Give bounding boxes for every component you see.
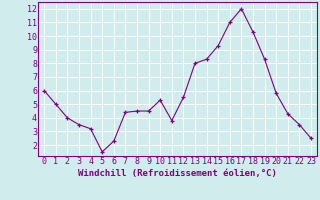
X-axis label: Windchill (Refroidissement éolien,°C): Windchill (Refroidissement éolien,°C)	[78, 169, 277, 178]
